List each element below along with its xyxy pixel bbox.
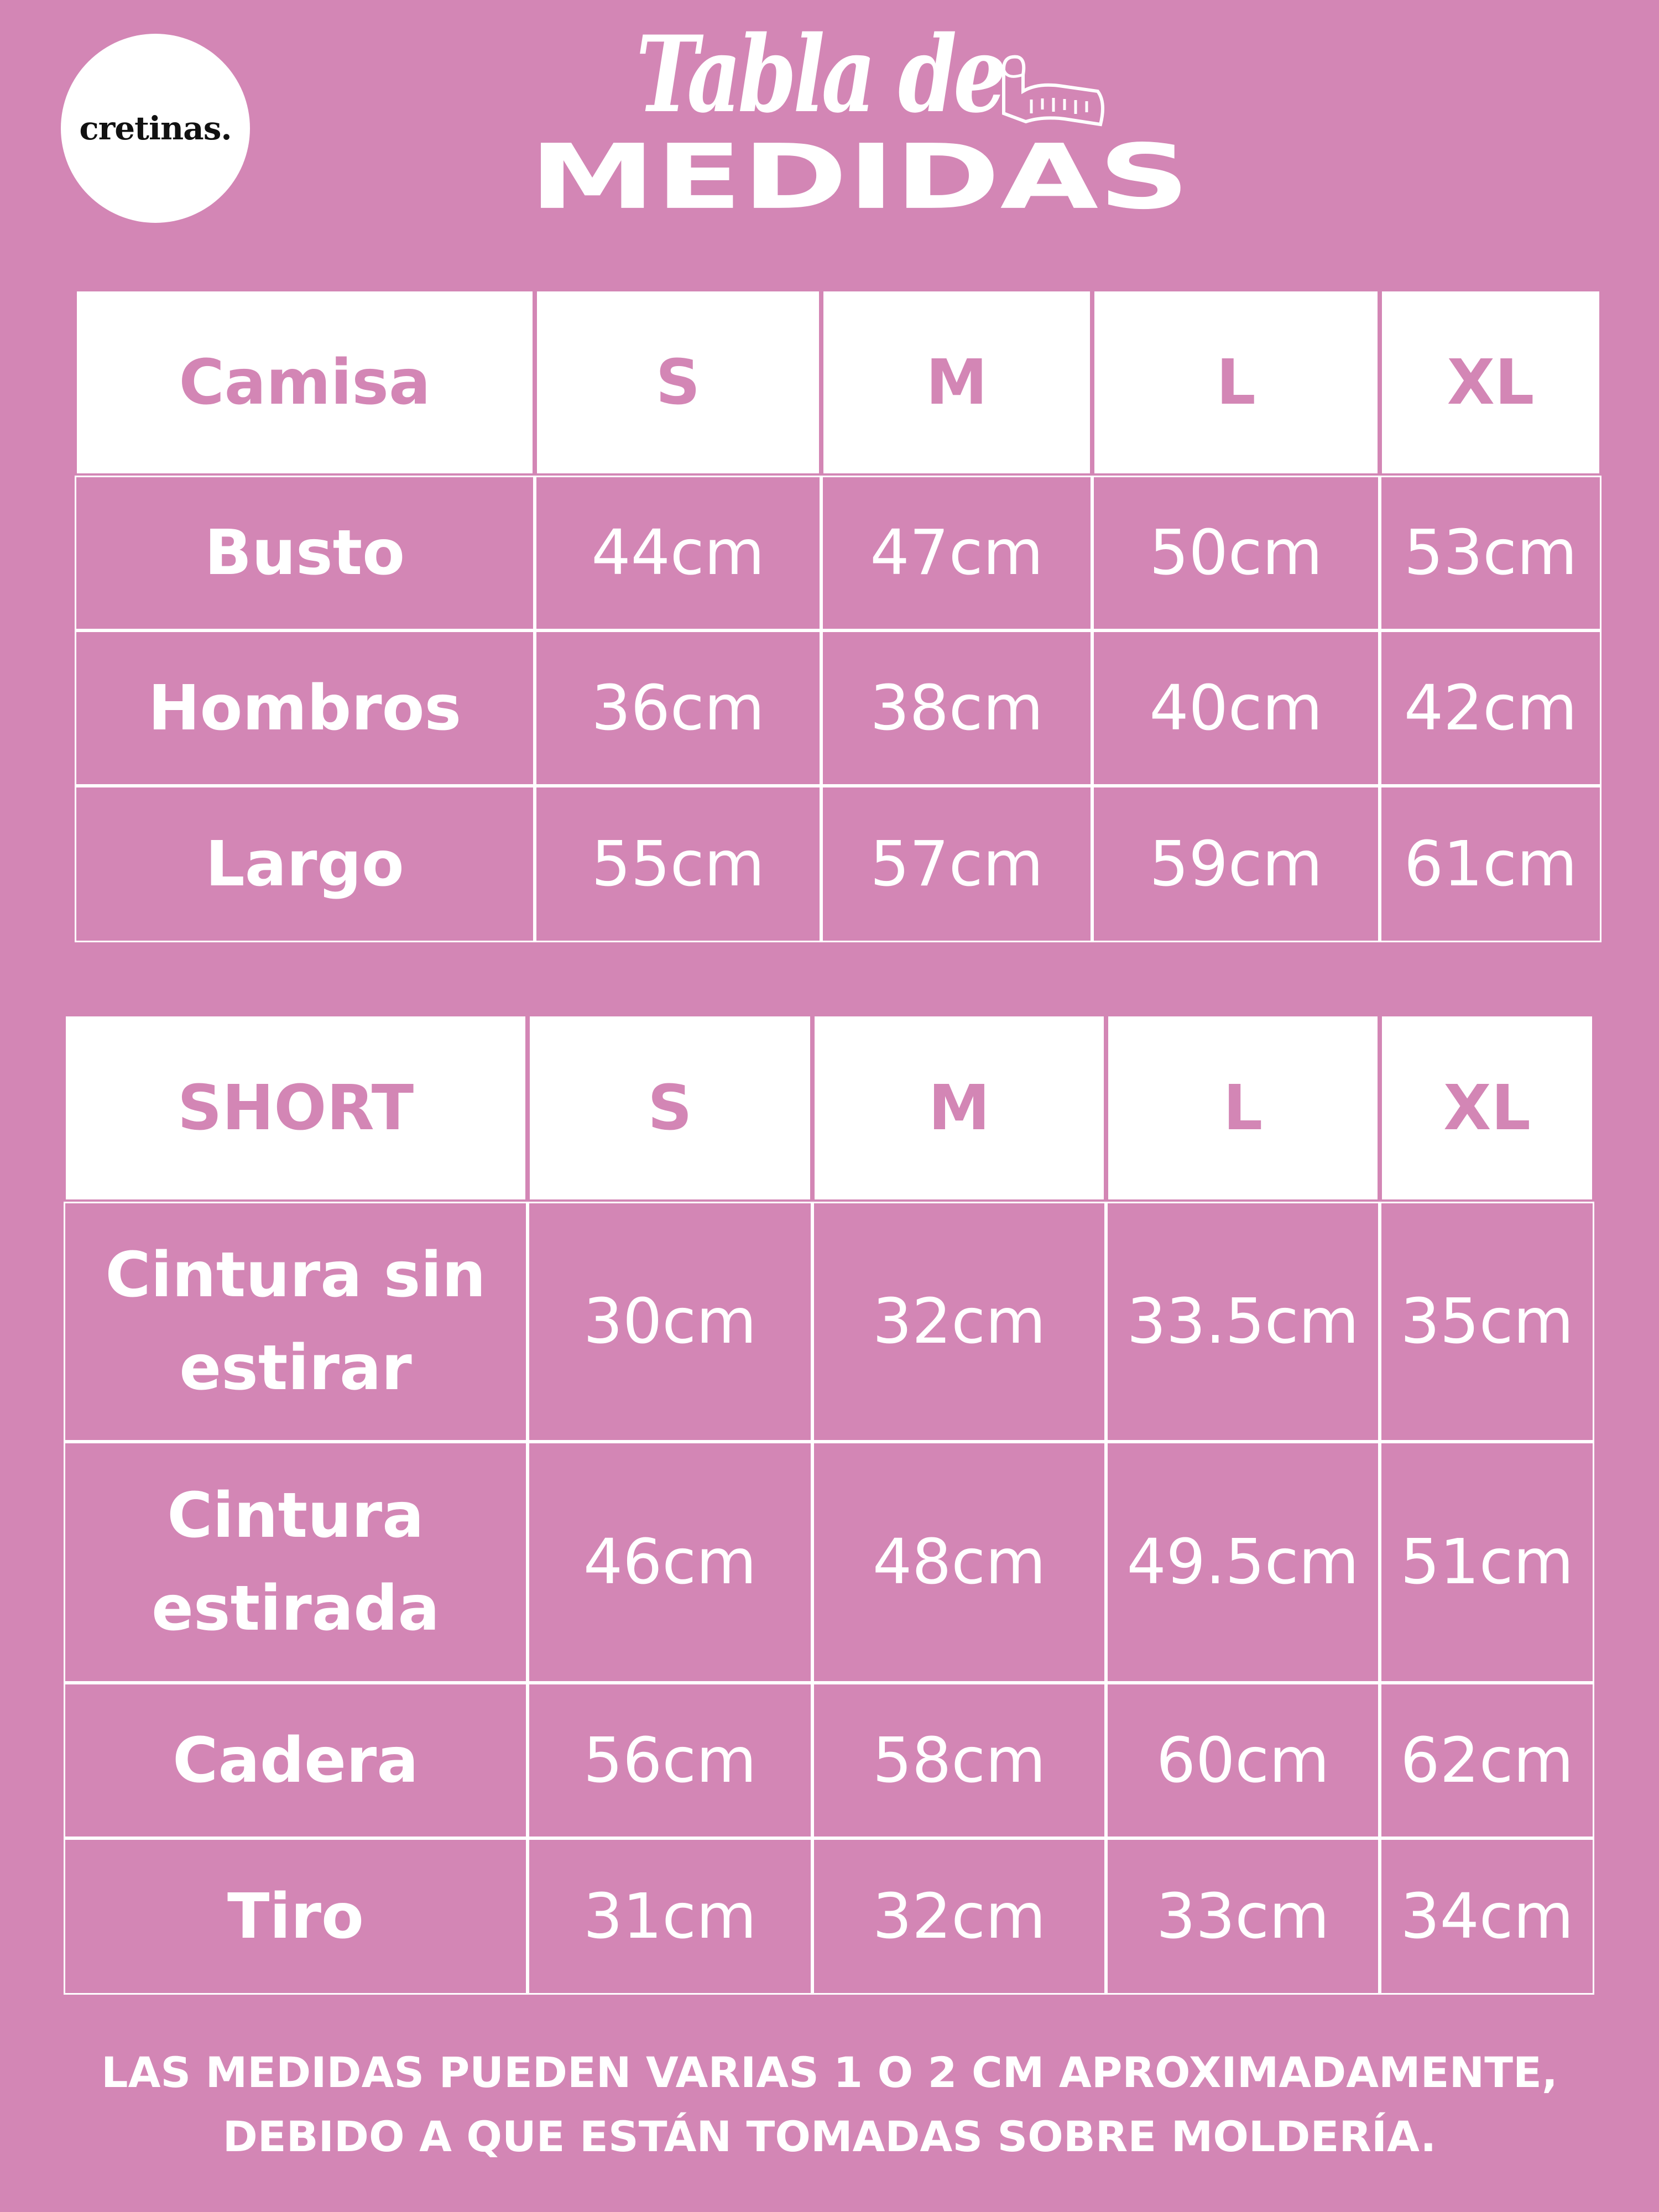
measurement-cell: 30cm bbox=[528, 1202, 812, 1442]
measurement-cell: 35cm bbox=[1380, 1202, 1594, 1442]
measurement-cell: 56cm bbox=[528, 1683, 812, 1838]
row-label: Cadera bbox=[64, 1683, 528, 1838]
measurement-cell: 49.5cm bbox=[1106, 1442, 1380, 1683]
table-title-header: Camisa bbox=[75, 289, 535, 476]
disclaimer-line-1: LAS MEDIDAS PUEDEN VARIAS 1 O 2 CM APROX… bbox=[101, 2048, 1558, 2097]
measurement-cell: 32cm bbox=[812, 1838, 1106, 1995]
size-header: M bbox=[821, 289, 1092, 476]
measurement-cell: 50cm bbox=[1092, 476, 1380, 630]
measurement-cell: 34cm bbox=[1380, 1838, 1594, 1995]
measuring-tape-icon bbox=[1002, 55, 1104, 127]
measurement-cell: 42cm bbox=[1380, 630, 1601, 786]
row-label: Busto bbox=[75, 476, 535, 630]
measurement-cell: 44cm bbox=[535, 476, 821, 630]
title-script: Tabla de bbox=[636, 13, 1007, 136]
size-header: S bbox=[528, 1014, 812, 1202]
measurement-cell: 46cm bbox=[528, 1442, 812, 1683]
measurement-cell: 58cm bbox=[812, 1683, 1106, 1838]
row-label: Hombros bbox=[75, 630, 535, 786]
row-label: Tiro bbox=[64, 1838, 528, 1995]
size-header: L bbox=[1092, 289, 1380, 476]
measurement-cell: 57cm bbox=[821, 786, 1092, 942]
measurement-cell: 47cm bbox=[821, 476, 1092, 630]
table-title-header: SHORT bbox=[64, 1014, 528, 1202]
size-header: S bbox=[535, 289, 821, 476]
disclaimer: LAS MEDIDAS PUEDEN VARIAS 1 O 2 CM APROX… bbox=[0, 2041, 1659, 2169]
measurement-cell: 48cm bbox=[812, 1442, 1106, 1683]
brand-logo: cretinas. bbox=[61, 34, 250, 223]
measurement-cell: 36cm bbox=[535, 630, 821, 786]
size-header: M bbox=[812, 1014, 1106, 1202]
measurement-cell: 33cm bbox=[1106, 1838, 1380, 1995]
size-header: XL bbox=[1380, 289, 1601, 476]
row-label: Cintura estirada bbox=[64, 1442, 528, 1683]
measurement-cell: 61cm bbox=[1380, 786, 1601, 942]
measurement-cell: 62cm bbox=[1380, 1683, 1594, 1838]
measurement-cell: 33.5cm bbox=[1106, 1202, 1380, 1442]
row-label: Largo bbox=[75, 786, 535, 942]
measurement-cell: 60cm bbox=[1106, 1683, 1380, 1838]
row-label: Cintura sin estirar bbox=[64, 1202, 528, 1442]
size-header: XL bbox=[1380, 1014, 1594, 1202]
camisa-size-table: Camisa S M L XL Busto 44cm 47cm 50cm 53cm Hombros 3… bbox=[75, 289, 1601, 942]
measurement-cell: 59cm bbox=[1092, 786, 1380, 942]
title-main: MEDIDAS bbox=[529, 125, 1190, 229]
logo-text: cretinas. bbox=[79, 109, 232, 147]
measurement-cell: 31cm bbox=[528, 1838, 812, 1995]
measurement-cell: 51cm bbox=[1380, 1442, 1594, 1683]
size-header: L bbox=[1106, 1014, 1380, 1202]
measurement-cell: 32cm bbox=[812, 1202, 1106, 1442]
measurement-cell: 55cm bbox=[535, 786, 821, 942]
measurement-cell: 53cm bbox=[1380, 476, 1601, 630]
short-size-table: SHORT S M L XL Cintura sin estirar 30cm 32cm 33.… bbox=[64, 1014, 1594, 1995]
measurement-cell: 38cm bbox=[821, 630, 1092, 786]
disclaimer-line-2: DEBIDO A QUE ESTÁN TOMADAS SOBRE MOLDERÍ… bbox=[222, 2112, 1437, 2161]
measurement-cell: 40cm bbox=[1092, 630, 1380, 786]
